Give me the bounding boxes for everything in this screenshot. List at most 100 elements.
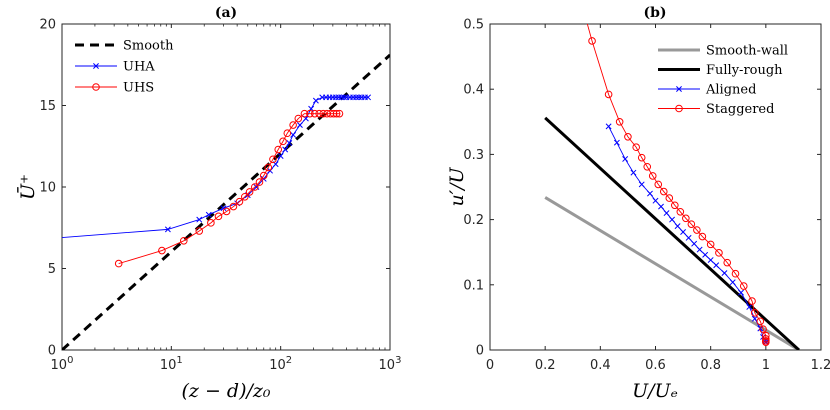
x-tick-label-a-0: 100 [51, 355, 74, 373]
data-point-uha [312, 97, 319, 104]
y-tick-label-b-3: 0.3 [463, 148, 484, 163]
series-line-aligned [608, 126, 767, 343]
data-point-uhs [251, 183, 259, 191]
data-point-aligned [680, 229, 687, 235]
data-point-uhs [289, 121, 297, 129]
data-point-aligned [685, 234, 692, 241]
legend-label-uha: UHA [123, 60, 155, 75]
data-point-staggered [643, 162, 652, 171]
data-point-uhs [319, 109, 328, 118]
panel-a-title: (a) [215, 5, 237, 21]
data-point-uhs [264, 163, 273, 172]
data-point-uhs [315, 109, 323, 118]
data-point-staggered [648, 172, 657, 180]
data-point-uhs [229, 202, 238, 211]
data-point-uhs [214, 212, 223, 221]
data-point-uhs [332, 109, 341, 118]
data-point-staggered [756, 317, 765, 326]
data-point-uhs [255, 178, 264, 186]
data-point-uhs [274, 145, 283, 154]
data-point-uhs [158, 246, 166, 255]
data-point-aligned [652, 197, 659, 204]
data-point-staggered [676, 207, 685, 216]
data-point-staggered [624, 132, 632, 141]
legend-marker-uha [93, 63, 99, 69]
data-point-staggered [759, 325, 767, 333]
x-tick-label-a-1: 101 [160, 355, 183, 373]
data-point-staggered [632, 143, 640, 152]
data-point-staggered [715, 249, 723, 257]
data-point-staggered [762, 338, 770, 346]
series-uha [62, 94, 372, 238]
data-point-uhs [269, 155, 277, 164]
series-smooth [62, 53, 390, 350]
x-tick-label-a-3: 103 [379, 355, 402, 373]
data-point-uhs [283, 129, 292, 138]
panel-a-series [62, 53, 390, 350]
data-point-staggered [588, 37, 596, 45]
data-point-uhs [235, 197, 244, 206]
data-point-uhs [222, 207, 231, 216]
y-tick-label-a-2: 10 [39, 181, 56, 196]
x-tick-label-b-6: 1.2 [811, 358, 830, 373]
legend-entry-aligned: Aligned [658, 83, 756, 98]
data-point-aligned [729, 279, 736, 286]
data-point-uha [205, 211, 212, 218]
data-point-staggered [654, 180, 663, 189]
panel-a-xlabel: (z − d)/z₀ [181, 380, 270, 402]
data-point-aligned [696, 246, 703, 253]
y-tick-label-b-5: 0.5 [463, 18, 484, 33]
data-point-uha [365, 94, 372, 101]
data-point-aligned [691, 240, 698, 247]
data-point-staggered [671, 201, 679, 210]
y-tick-label-b-2: 0.2 [463, 213, 484, 228]
data-point-aligned [751, 315, 758, 322]
series-line-uhs [118, 113, 340, 265]
data-point-uhs [241, 192, 249, 201]
data-point-staggered [604, 90, 613, 99]
data-point-uha [341, 94, 348, 101]
data-point-staggered [751, 309, 759, 317]
y-tick-label-b-4: 0.4 [463, 83, 484, 98]
data-point-aligned [658, 203, 664, 210]
series-line-staggered [586, 24, 767, 343]
series-staggered [586, 24, 770, 346]
data-point-staggered [637, 153, 646, 162]
y-tick-label-a-4: 20 [39, 18, 56, 33]
data-point-staggered [739, 282, 748, 290]
legend-label-uhs: UHS [123, 81, 154, 96]
panel-b-ticks: 0 0.2 0.4 0.6 0.8 1 1.2 0 0.1 0.2 0.3 0.4 0.5 [463, 18, 830, 374]
data-point-staggered [682, 214, 690, 223]
y-tick-label-a-1: 5 [48, 262, 56, 277]
panel-b-title: (b) [643, 5, 666, 21]
panel-a-ylabel: Ū⁺ [16, 174, 39, 200]
legend-label-aligned: Aligned [705, 83, 756, 98]
legend-label-fully-rough: Fully-rough [706, 63, 783, 78]
y-tick-label-a-0: 0 [48, 344, 56, 359]
data-point-aligned [638, 181, 645, 188]
data-point-staggered [659, 187, 668, 196]
data-point-uhs [335, 109, 344, 118]
x-tick-label-b-5: 1 [762, 358, 770, 373]
data-point-uhs [245, 188, 254, 196]
data-point-uha [296, 122, 303, 129]
data-point-uha [338, 94, 345, 101]
legend-entry-uhs: UHS [75, 81, 154, 96]
data-point-aligned [605, 123, 612, 130]
data-point-uhs [114, 259, 123, 268]
data-point-staggered [731, 269, 740, 278]
data-point-staggered [693, 226, 701, 234]
data-point-uhs [306, 109, 314, 118]
panel-b: (b) 0 0.2 0.4 0.6 0.8 1 1.2 0 0.1 0.2 0.3 0.4 0.5 U/… [446, 5, 830, 402]
series-uhs [114, 109, 344, 268]
legend-entry-smooth: Smooth [75, 39, 174, 54]
data-point-staggered [698, 232, 707, 241]
data-point-staggered [665, 194, 674, 202]
x-tick-label-a-2: 102 [269, 355, 292, 373]
data-point-uhs [179, 236, 188, 245]
series-aligned [605, 123, 769, 346]
data-point-uha [355, 94, 362, 101]
data-point-uha [290, 131, 297, 138]
legend-label-smooth-wall: Smooth-wall [706, 44, 788, 59]
x-tick-label-b-4: 0.8 [700, 358, 721, 373]
